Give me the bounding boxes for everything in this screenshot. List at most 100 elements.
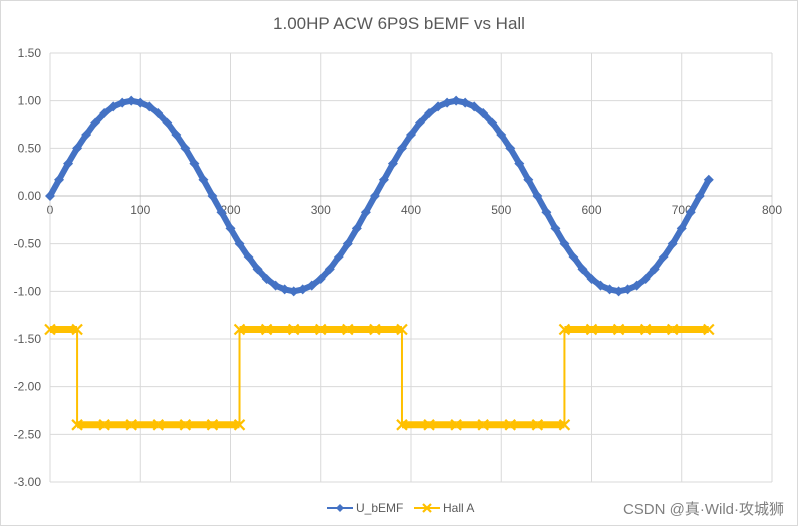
data-point — [324, 264, 335, 275]
y-tick-label: 0.00 — [18, 189, 42, 203]
y-tick-label: 1.00 — [18, 94, 42, 108]
data-point — [433, 101, 444, 112]
legend-label: Hall A — [443, 501, 474, 515]
data-point — [99, 108, 110, 119]
data-point — [171, 129, 182, 140]
data-point — [387, 158, 398, 169]
axes: 1.50 1.00 0.50 0.00 -0.50 -1.00 -1.50 -2.00 -2.5… — [14, 46, 783, 489]
data-point — [234, 238, 245, 249]
data-point — [649, 264, 660, 275]
data-point — [306, 280, 317, 291]
data-point — [505, 143, 516, 154]
data-point — [550, 223, 561, 234]
data-point — [406, 129, 416, 140]
data-point — [613, 286, 624, 297]
y-tick-label: 1.50 — [18, 46, 42, 60]
x-tick-label: 300 — [311, 203, 331, 217]
gridlines — [50, 52, 773, 483]
data-point — [144, 101, 155, 112]
y-tick-label: -3.00 — [14, 475, 42, 489]
data-point — [568, 252, 579, 263]
series-u-bemf — [45, 95, 714, 297]
data-point — [333, 252, 344, 263]
x-tick-label: 600 — [581, 203, 601, 217]
data-point — [243, 252, 254, 263]
chart-title: 1.00HP ACW 6P9S bEMF vs Hall — [273, 14, 525, 33]
data-point — [54, 174, 65, 185]
data-point — [478, 108, 489, 119]
data-point — [703, 174, 714, 185]
data-point — [415, 117, 426, 128]
data-point — [297, 284, 308, 295]
y-tick-label: -0.50 — [14, 237, 42, 251]
data-point — [90, 117, 101, 128]
data-point — [72, 143, 83, 154]
data-point — [252, 264, 263, 275]
data-point — [360, 207, 371, 218]
data-point — [604, 284, 615, 295]
data-point — [460, 97, 471, 108]
data-point — [622, 284, 633, 295]
series-hall-a — [44, 323, 715, 431]
data-point — [315, 273, 326, 284]
data-point — [487, 117, 498, 128]
data-point — [631, 280, 642, 291]
data-point — [496, 129, 507, 140]
data-point — [342, 238, 353, 249]
series-layer — [44, 95, 715, 431]
data-point — [45, 191, 55, 201]
data-point — [270, 280, 281, 291]
data-point — [694, 191, 705, 201]
data-point — [108, 101, 119, 112]
data-point — [117, 97, 128, 108]
data-point — [541, 207, 552, 218]
data-point — [667, 238, 678, 249]
legend-label: U_bEMF — [356, 501, 403, 515]
data-point — [595, 280, 606, 291]
data-point — [514, 158, 525, 169]
x-tick-label: 800 — [762, 203, 782, 217]
legend: U_bEMF Hall A — [327, 501, 474, 515]
data-point — [469, 101, 480, 112]
data-point — [216, 207, 227, 218]
data-point — [676, 223, 687, 234]
data-point — [532, 191, 543, 201]
y-tick-label: -1.50 — [14, 332, 42, 346]
x-tick-label: 500 — [491, 203, 511, 217]
data-point — [198, 174, 209, 185]
data-point — [658, 252, 669, 263]
data-point — [559, 238, 570, 249]
data-point — [180, 143, 191, 154]
data-point — [279, 284, 290, 295]
legend-item: U_bEMF — [327, 501, 403, 515]
data-point — [523, 174, 534, 185]
watermark: CSDN @真·Wild·攻城狮 — [623, 500, 784, 518]
y-tick-label: 0.50 — [18, 141, 42, 155]
data-point — [640, 273, 651, 284]
data-point — [586, 273, 597, 284]
legend-item: Hall A — [414, 501, 474, 515]
y-tick-label: -1.00 — [14, 284, 42, 298]
data-point — [225, 223, 236, 234]
data-point — [63, 158, 74, 169]
y-tick-label: -2.00 — [14, 380, 42, 394]
data-point — [451, 95, 462, 106]
data-point — [351, 223, 362, 234]
data-point — [577, 264, 588, 275]
x-tick-label: 100 — [130, 203, 150, 217]
data-point — [189, 158, 200, 169]
y-tick-label: -2.50 — [14, 427, 42, 441]
data-point — [207, 191, 218, 201]
data-point — [424, 108, 435, 119]
data-point — [153, 108, 164, 119]
data-point — [135, 97, 146, 108]
data-point — [162, 117, 173, 128]
data-point — [288, 286, 299, 297]
data-point — [261, 273, 272, 284]
series-line — [50, 328, 709, 426]
x-tick-label: 400 — [401, 203, 421, 217]
legend-marker — [422, 503, 432, 513]
data-point — [126, 95, 137, 106]
data-point — [442, 97, 453, 108]
